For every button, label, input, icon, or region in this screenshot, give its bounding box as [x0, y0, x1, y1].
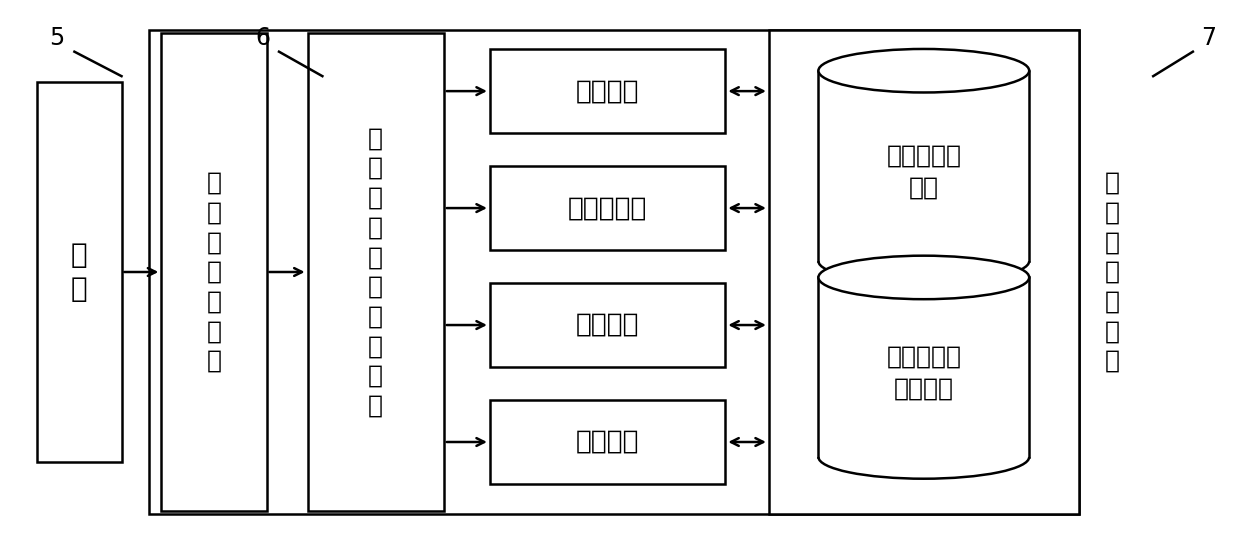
Bar — [37, 82, 122, 462]
Text: 压板建模: 压板建模 — [575, 312, 640, 338]
Bar — [490, 283, 725, 367]
Bar — [149, 30, 1079, 514]
Text: 数
据
库
管
理
系
统: 数 据 库 管 理 系 统 — [1105, 171, 1120, 373]
Text: 定子端部模
型参数库: 定子端部模 型参数库 — [887, 345, 961, 400]
Bar — [308, 33, 444, 511]
Bar — [818, 277, 1029, 457]
Bar — [490, 166, 725, 250]
Text: 用
户: 用 户 — [71, 240, 88, 304]
Text: 线棒建模: 线棒建模 — [575, 78, 640, 104]
Text: 交
互
式
人
机
界
面: 交 互 式 人 机 界 面 — [206, 171, 222, 373]
Ellipse shape — [818, 256, 1029, 299]
Text: 6: 6 — [255, 26, 270, 50]
Bar — [490, 400, 725, 484]
Bar — [769, 30, 1079, 514]
Text: 定子端部模
型库: 定子端部模 型库 — [887, 144, 961, 199]
Bar — [161, 33, 267, 511]
Bar — [818, 71, 1029, 261]
Text: 模型装配: 模型装配 — [575, 429, 640, 455]
Bar — [490, 49, 725, 133]
Text: 建
模
管
理
核
心
计
算
后
台: 建 模 管 理 核 心 计 算 后 台 — [368, 126, 383, 418]
Text: 5: 5 — [50, 26, 64, 50]
Text: 7: 7 — [1202, 26, 1216, 50]
Text: 支撑环建模: 支撑环建模 — [568, 195, 647, 221]
Ellipse shape — [818, 49, 1029, 92]
